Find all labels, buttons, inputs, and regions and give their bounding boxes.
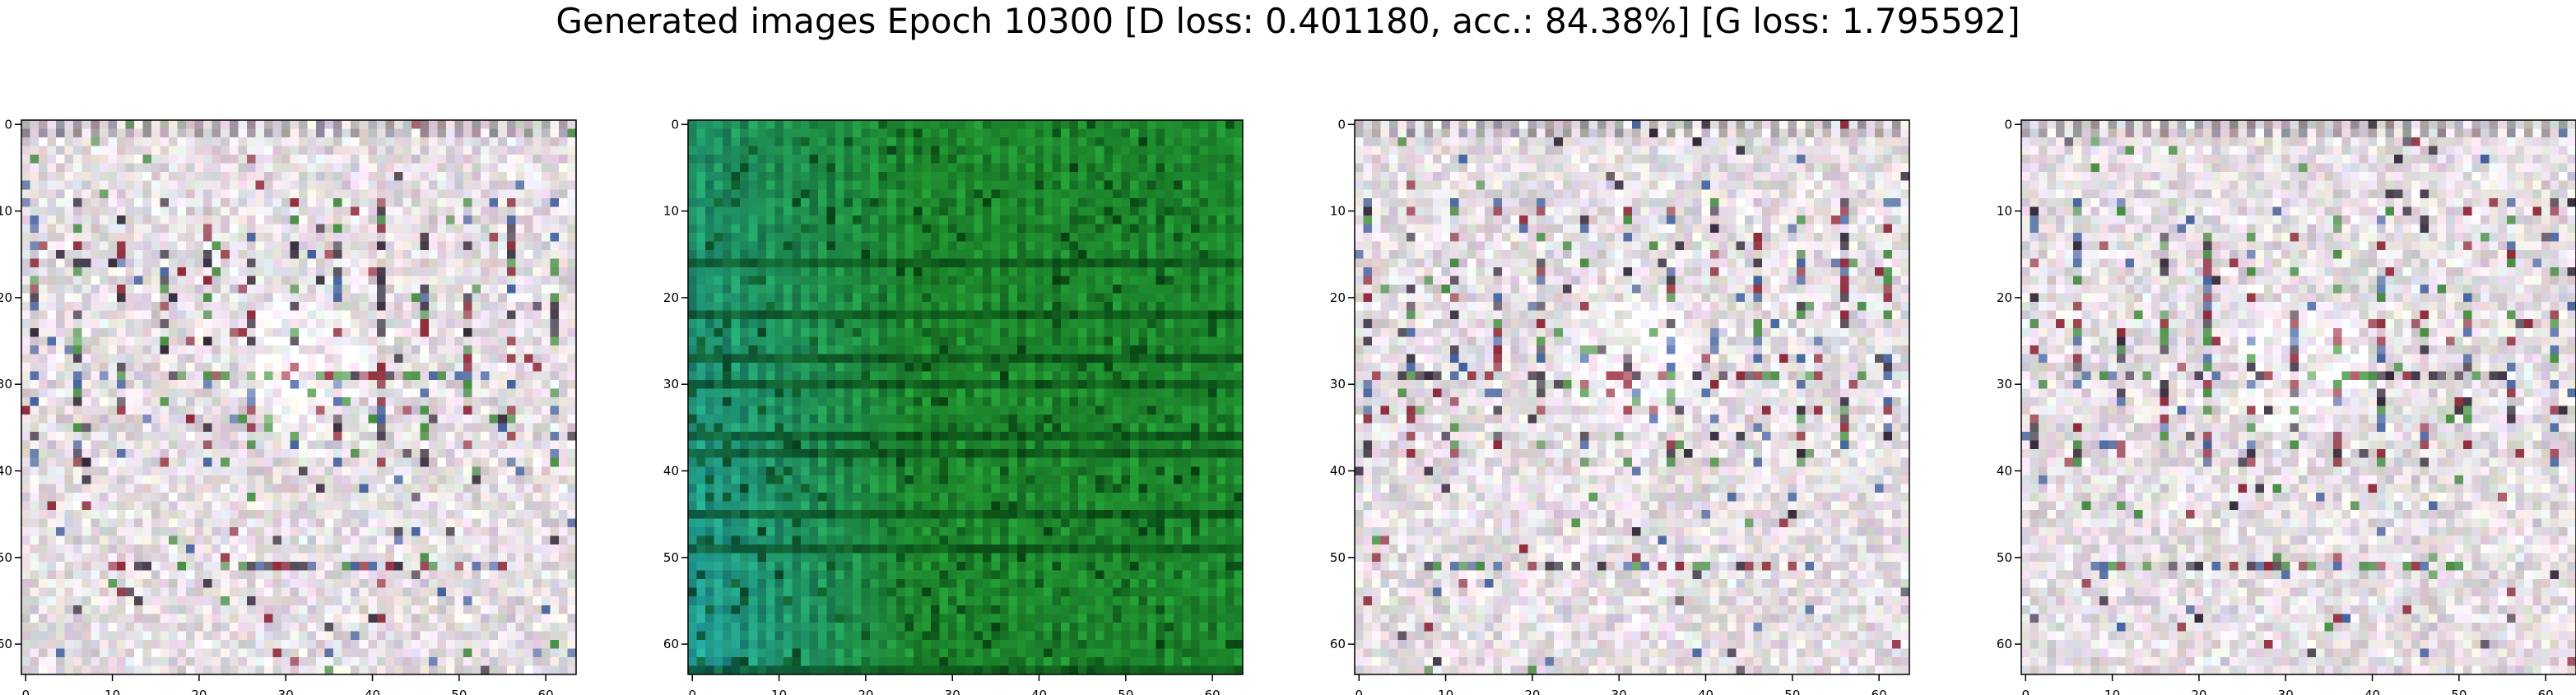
y-tick-label: 60	[1997, 637, 2012, 651]
y-tick-label: 40	[663, 464, 679, 479]
x-tick-label: 0	[688, 688, 696, 695]
axes-frame	[2020, 119, 2576, 675]
x-tick-label: 50	[451, 688, 467, 695]
x-tick-label: 10	[1438, 688, 1453, 695]
y-tick-label: 50	[663, 550, 679, 565]
y-tick-label: 30	[0, 377, 12, 392]
x-tick-label: 30	[1611, 688, 1627, 695]
x-tick-label: 40	[1031, 688, 1047, 695]
y-tick-label: 30	[663, 377, 679, 392]
y-tick-label: 60	[663, 637, 679, 651]
x-tick-label: 50	[1784, 688, 1800, 695]
y-tick-label: 10	[0, 204, 12, 219]
x-tick-label: 60	[2538, 688, 2554, 695]
x-tick-label: 40	[365, 688, 380, 695]
x-tick-label: 0	[1355, 688, 1363, 695]
y-tick-label: 60	[1330, 637, 1346, 651]
generated-image-3-panel: 0 10 20 30 40 50 60 0 10 20 30 40 50 60	[1330, 117, 1910, 695]
y-tick-label: 20	[1997, 290, 2012, 305]
y-tick-label: 0	[671, 117, 679, 132]
generated-image-2-panel: 0 10 20 30 40 50 60 0 10 20 30 40 50 60	[663, 117, 1244, 695]
y-tick-label: 60	[0, 637, 12, 651]
x-tick-label: 60	[1872, 688, 1887, 695]
y-tick-label: 0	[2004, 117, 2012, 132]
y-tick-label: 50	[1997, 550, 2012, 565]
x-tick-label: 10	[2104, 688, 2120, 695]
y-tick-label: 20	[1330, 290, 1346, 305]
y-tick-label: 10	[1997, 204, 2012, 219]
x-tick-label: 10	[105, 688, 120, 695]
x-tick-label: 50	[1118, 688, 1133, 695]
axes-frame	[21, 119, 577, 675]
x-tick-label: 10	[771, 688, 787, 695]
x-tick-label: 30	[2278, 688, 2294, 695]
x-tick-label: 30	[278, 688, 294, 695]
y-tick-label: 20	[0, 290, 12, 305]
x-tick-label: 0	[21, 688, 30, 695]
x-tick-label: 50	[2451, 688, 2467, 695]
x-tick-label: 60	[538, 688, 554, 695]
x-tick-label: 40	[1698, 688, 1713, 695]
x-tick-label: 40	[2364, 688, 2380, 695]
y-tick-label: 40	[1997, 464, 2012, 479]
axes-frame	[1354, 119, 1910, 675]
axes-frame	[687, 119, 1244, 675]
generated-image-4	[2021, 120, 2576, 674]
x-tick-label: 20	[2191, 688, 2206, 695]
x-tick-label: 30	[945, 688, 960, 695]
x-tick-label: 20	[1524, 688, 1540, 695]
y-tick-label: 30	[1997, 377, 2012, 392]
generated-image-4-panel: 0 10 20 30 40 50 60 0 10 20 30 40 50 60	[1997, 117, 2576, 695]
y-tick-label: 0	[1337, 117, 1346, 132]
x-tick-label: 60	[1205, 688, 1221, 695]
x-tick-label: 0	[2021, 688, 2030, 695]
y-tick-label: 20	[663, 290, 679, 305]
y-tick-label: 50	[1330, 550, 1346, 565]
generated-image-1-panel: 0 10 20 30 40 50 60 0 10 20 30 40 50 60	[0, 117, 577, 695]
generated-image-3	[1355, 120, 1909, 674]
x-tick-label: 20	[858, 688, 873, 695]
y-tick-label: 10	[1330, 204, 1346, 219]
y-tick-label: 10	[663, 204, 679, 219]
x-tick-label: 20	[191, 688, 207, 695]
y-tick-label: 30	[1330, 377, 1346, 392]
y-tick-label: 40	[0, 464, 12, 479]
y-tick-label: 0	[4, 117, 12, 132]
y-tick-label: 50	[0, 550, 12, 565]
generated-image-2	[688, 120, 1243, 674]
chart-title: Generated images Epoch 10300 [D loss: 0.…	[556, 1, 2020, 41]
y-tick-label: 40	[1330, 464, 1346, 479]
generated-image-1	[21, 120, 576, 674]
